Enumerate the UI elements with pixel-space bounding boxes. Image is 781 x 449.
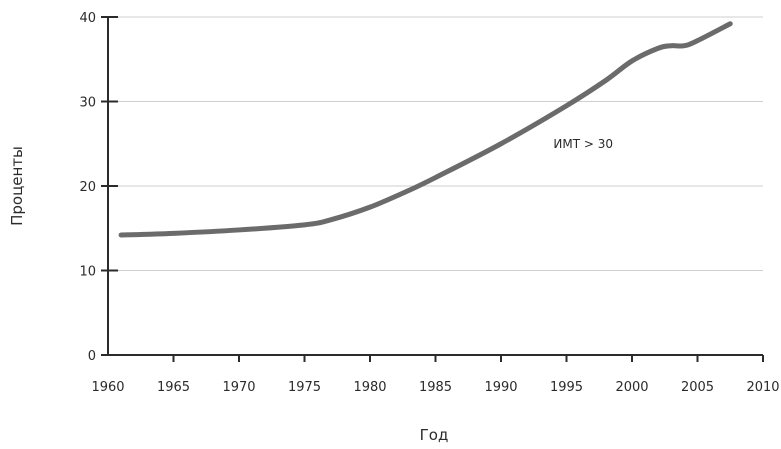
x-tick-label-2010: 2010: [746, 380, 779, 395]
y-tick-label-0: 0: [88, 349, 96, 364]
x-tick-label-1995: 1995: [550, 380, 583, 395]
y-tick-label-10: 10: [79, 265, 96, 280]
x-tick-label-1990: 1990: [484, 380, 517, 395]
y-tick-label-20: 20: [79, 180, 96, 195]
series-line-bmi-over-30: [118, 21, 733, 238]
x-tick-label-1960: 1960: [91, 380, 124, 395]
x-tick-label-2000: 2000: [615, 380, 648, 395]
x-tick-label-2005: 2005: [681, 380, 714, 395]
x-ticks: 1960 1965 1970 1975 1980 1985 1990 1995 2000 2005…: [91, 355, 780, 395]
x-tick-label-1985: 1985: [419, 380, 452, 395]
x-tick-label-1965: 1965: [157, 380, 190, 395]
y-ticks: 0 10 20 30 40: [79, 11, 118, 364]
x-tick-label-1980: 1980: [353, 380, 386, 395]
series-annotation: ИМТ > 30: [553, 137, 613, 151]
y-tick-label-30: 30: [79, 96, 96, 111]
y-tick-label-40: 40: [79, 11, 96, 26]
x-tick-label-1970: 1970: [222, 380, 255, 395]
x-tick-label-1975: 1975: [288, 380, 321, 395]
y-axis-title: Проценты: [8, 146, 26, 226]
gridlines: [108, 16, 763, 271]
x-axis-title: Год: [420, 426, 449, 444]
